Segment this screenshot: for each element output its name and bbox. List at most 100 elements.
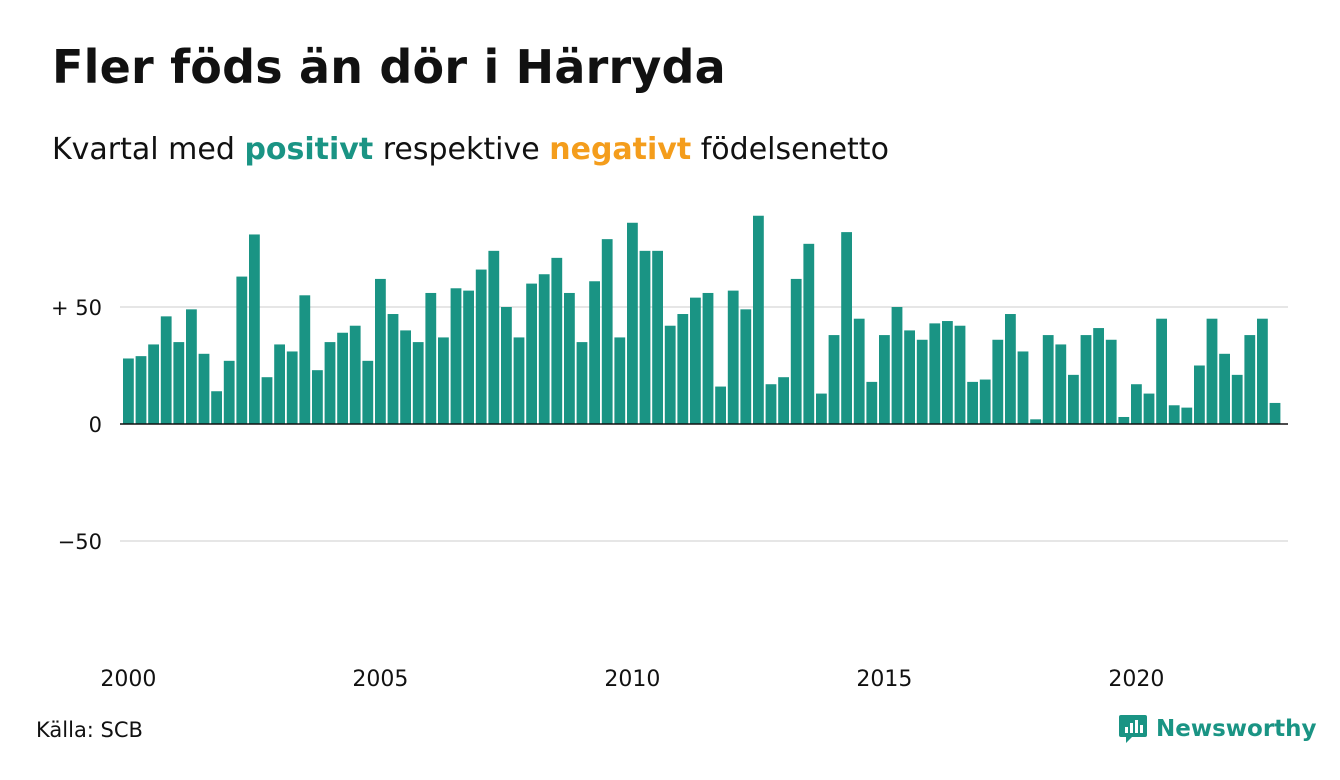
bar bbox=[1105, 339, 1117, 424]
bar bbox=[223, 360, 235, 424]
newsworthy-logo-icon bbox=[1119, 715, 1147, 743]
bar bbox=[1257, 318, 1268, 424]
bar bbox=[1030, 419, 1041, 424]
bar bbox=[1168, 405, 1180, 424]
source-note: Källa: SCB bbox=[36, 718, 143, 742]
bar bbox=[538, 274, 550, 424]
bar bbox=[664, 325, 676, 424]
bar bbox=[337, 332, 348, 424]
y-tick-label: + 50 bbox=[51, 296, 102, 320]
x-tick-label: 2015 bbox=[856, 667, 912, 692]
bar bbox=[438, 337, 449, 424]
bar bbox=[753, 215, 764, 424]
bar bbox=[173, 342, 185, 424]
bar bbox=[135, 356, 147, 424]
bar bbox=[400, 330, 411, 424]
bar bbox=[1143, 393, 1155, 424]
bar bbox=[551, 257, 563, 424]
bar bbox=[261, 377, 273, 424]
brand-logo: Newsworthy bbox=[1118, 713, 1317, 745]
bar bbox=[967, 381, 978, 424]
x-tick-label: 2020 bbox=[1108, 667, 1164, 692]
subtitle-positive: positivt bbox=[244, 132, 374, 167]
bar bbox=[879, 335, 890, 424]
bar bbox=[349, 325, 361, 424]
bar bbox=[652, 250, 663, 424]
subtitle-suffix: födelsenetto bbox=[700, 132, 889, 167]
bar bbox=[1156, 318, 1167, 424]
subtitle-negative: negativt bbox=[549, 132, 692, 167]
bar bbox=[765, 384, 777, 424]
bar bbox=[299, 295, 311, 424]
bar bbox=[387, 314, 399, 424]
bar bbox=[186, 309, 197, 424]
bar bbox=[790, 278, 802, 424]
bar-chart: + 50 0 −50 2000 2005 2010 2015 2020 bbox=[51, 215, 1288, 692]
bar bbox=[463, 290, 474, 424]
bar bbox=[1131, 384, 1142, 424]
bar bbox=[828, 335, 840, 424]
bar bbox=[375, 278, 386, 424]
chart-subtitle: Kvartal med positivt respektive negativt… bbox=[52, 132, 889, 167]
bar bbox=[1068, 374, 1079, 424]
y-tick-label: 0 bbox=[89, 413, 102, 437]
bar bbox=[1194, 365, 1205, 424]
bar bbox=[1055, 344, 1067, 424]
x-tick-label: 2005 bbox=[352, 667, 408, 692]
bar bbox=[286, 351, 298, 424]
bar bbox=[778, 377, 789, 424]
bar bbox=[1118, 416, 1130, 424]
bar bbox=[488, 250, 500, 424]
bar bbox=[1244, 335, 1256, 424]
bar bbox=[891, 307, 903, 424]
bar bbox=[677, 314, 689, 424]
subtitle-middle: respektive bbox=[382, 132, 540, 167]
bar bbox=[1206, 318, 1218, 424]
bar bbox=[450, 288, 462, 424]
bar bbox=[211, 391, 222, 424]
bar bbox=[639, 250, 651, 424]
bar bbox=[526, 283, 537, 424]
bar bbox=[576, 342, 588, 424]
bar bbox=[475, 269, 487, 424]
bar bbox=[1080, 335, 1092, 424]
x-tick-label: 2010 bbox=[604, 667, 660, 692]
bar bbox=[362, 360, 374, 424]
bar bbox=[929, 323, 941, 424]
bar bbox=[601, 239, 613, 424]
bar bbox=[412, 342, 424, 424]
bar bbox=[564, 292, 575, 424]
bar bbox=[816, 393, 827, 424]
bar bbox=[715, 386, 726, 424]
bar bbox=[1181, 407, 1193, 424]
bar bbox=[954, 325, 966, 424]
bar bbox=[740, 309, 752, 424]
bar bbox=[992, 339, 1004, 424]
subtitle-prefix: Kvartal med bbox=[52, 132, 235, 167]
x-tick-label: 2000 bbox=[100, 667, 156, 692]
bar bbox=[942, 321, 953, 424]
bar bbox=[1093, 328, 1104, 424]
bar bbox=[1017, 351, 1029, 424]
bar bbox=[614, 337, 626, 424]
bar bbox=[312, 370, 323, 424]
bar bbox=[160, 316, 172, 424]
bar bbox=[1042, 335, 1054, 424]
bar bbox=[501, 307, 512, 424]
bar bbox=[841, 232, 852, 424]
bar bbox=[1005, 314, 1016, 424]
bar bbox=[198, 353, 210, 424]
bar bbox=[513, 337, 525, 424]
bar bbox=[123, 358, 134, 424]
bar bbox=[627, 222, 638, 424]
chart-title: Fler föds än dör i Härryda bbox=[52, 40, 726, 94]
bar bbox=[702, 292, 714, 424]
bar bbox=[148, 344, 159, 424]
bar bbox=[979, 379, 991, 424]
bar bbox=[1231, 374, 1243, 424]
bar bbox=[589, 281, 600, 424]
bar bbox=[904, 330, 915, 424]
bar bbox=[324, 342, 336, 424]
y-tick-label: −50 bbox=[58, 530, 102, 554]
bar bbox=[727, 290, 739, 424]
